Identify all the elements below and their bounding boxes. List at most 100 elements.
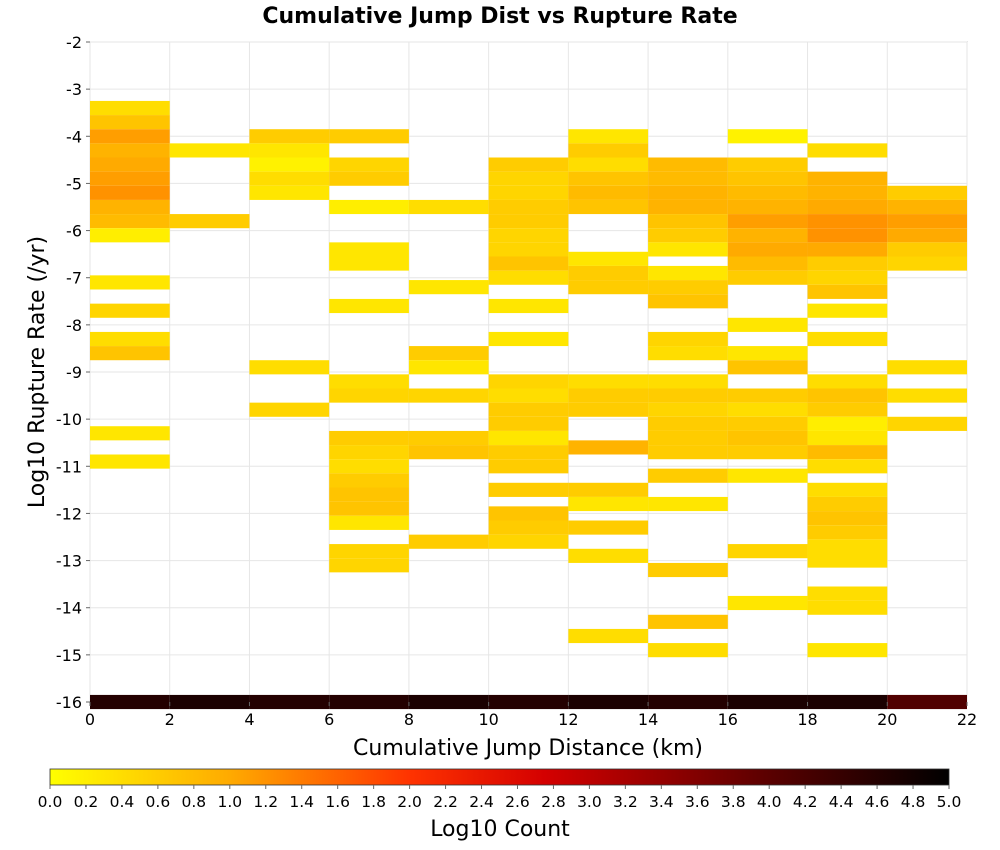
heatmap-cell [807, 143, 888, 158]
heatmap-cell [807, 416, 888, 431]
colorbar-tick-label: 1.4 [289, 793, 314, 811]
heatmap-cell [249, 129, 330, 144]
heatmap-cell [727, 242, 808, 257]
y-tick-label: -4 [66, 127, 82, 146]
heatmap-cell [408, 199, 489, 215]
y-tick-label: -7 [66, 269, 82, 288]
heatmap-cell [568, 374, 649, 389]
heatmap-cell [727, 360, 808, 375]
heatmap-cell [727, 416, 808, 431]
heatmap-cell [887, 199, 967, 215]
x-tick-label: 6 [324, 710, 334, 729]
heatmap-cell [488, 331, 569, 347]
y-tick-label: -12 [56, 504, 82, 523]
heatmap-cell [568, 694, 649, 710]
heatmap-cell [648, 694, 728, 710]
heatmap-cell [568, 251, 649, 266]
y-tick-label: -16 [56, 693, 82, 712]
heatmap-cell [90, 303, 170, 318]
heatmap-cell [488, 430, 569, 446]
x-tick-label: 16 [718, 710, 738, 729]
y-tick-label: -9 [66, 363, 82, 382]
heatmap-cell [488, 214, 569, 229]
colorbar-tick-label: 5.0 [937, 793, 962, 811]
colorbar-tick-label: 3.8 [721, 793, 746, 811]
heatmap-cell [727, 388, 808, 403]
heatmap-cell [807, 482, 888, 497]
heatmap-cell [648, 430, 728, 446]
heatmap-cell [90, 426, 170, 441]
heatmap-cell [727, 157, 808, 172]
x-tick-label: 0 [85, 710, 95, 729]
heatmap-cell [329, 388, 409, 403]
colorbar-tick-label: 4.4 [829, 793, 854, 811]
heatmap-cell [807, 459, 888, 474]
colorbar-tick-label: 3.0 [577, 793, 602, 811]
heatmap-cell [648, 388, 728, 403]
heatmap-cell [488, 242, 569, 257]
heatmap-cell [807, 171, 888, 186]
heatmap-cell [807, 270, 888, 285]
y-tick-label: -5 [66, 174, 82, 193]
heatmap-cell [488, 482, 569, 497]
heatmap-cell [727, 270, 808, 285]
heatmap-cell [90, 214, 170, 229]
heatmap-cell [648, 643, 728, 658]
heatmap-cell [90, 100, 170, 116]
heatmap-cell [408, 534, 489, 549]
colorbar-tick-label: 4.0 [757, 793, 782, 811]
heatmap-cell [90, 228, 170, 243]
heatmap-cell [568, 129, 649, 144]
heatmap-cell [887, 360, 967, 375]
colorbar-tick-label: 2.2 [433, 793, 458, 811]
heatmap-cell [329, 430, 409, 446]
heatmap-cell [807, 586, 888, 601]
heatmap-cell [90, 185, 170, 200]
colorbar-tick-label: 2.0 [397, 793, 422, 811]
heatmap-cell [169, 143, 250, 158]
heatmap-cell [408, 694, 489, 710]
colorbar-tick-label: 1.2 [253, 793, 278, 811]
heatmap-cell [329, 171, 409, 186]
heatmap-cell [887, 214, 967, 229]
heatmap-cell [568, 402, 649, 417]
y-tick-label: -14 [56, 599, 82, 618]
heatmap-cell [90, 171, 170, 186]
heatmap-cell [807, 511, 888, 526]
colorbar-tick-label: 1.8 [361, 793, 386, 811]
heatmap-cell [648, 185, 728, 200]
heatmap-cell [727, 129, 808, 144]
heatmap-cell [648, 214, 728, 229]
heatmap-cell [807, 256, 888, 271]
heatmap-cell [90, 143, 170, 158]
heatmap-cell [887, 694, 967, 710]
heatmap-cell [488, 402, 569, 417]
heatmap-cell [887, 228, 967, 243]
heatmap-cell [807, 525, 888, 540]
heatmap-cell [807, 539, 888, 554]
y-tick-label: -6 [66, 222, 82, 241]
heatmap-cell [727, 694, 808, 710]
x-tick-label: 18 [797, 710, 817, 729]
colorbar-tick-label: 0.0 [38, 793, 63, 811]
heatmap-cell [807, 600, 888, 615]
heatmap-cell [648, 199, 728, 215]
y-axis-ticks: -2 -3 -4 -5 -6 -7 -8 -9 -10 -11 -12 -13 -14 -15 -16 [56, 33, 90, 712]
colorbar-tick-label: 3.2 [613, 793, 638, 811]
heatmap-cell [329, 473, 409, 488]
heatmap-cell [807, 214, 888, 229]
heatmap-cell [727, 430, 808, 446]
heatmap-cell [648, 614, 728, 629]
x-tick-label: 22 [957, 710, 977, 729]
heatmap-cell [249, 157, 330, 172]
colorbar-tick-label: 4.6 [865, 793, 890, 811]
heatmap-cell [727, 185, 808, 200]
heatmap-cell [488, 534, 569, 549]
heatmap-cell [648, 496, 728, 512]
heatmap-cell [727, 402, 808, 417]
x-tick-label: 10 [478, 710, 498, 729]
heatmap-cell [648, 562, 728, 578]
heatmap-cell [329, 298, 409, 314]
heatmap-cell [488, 157, 569, 172]
